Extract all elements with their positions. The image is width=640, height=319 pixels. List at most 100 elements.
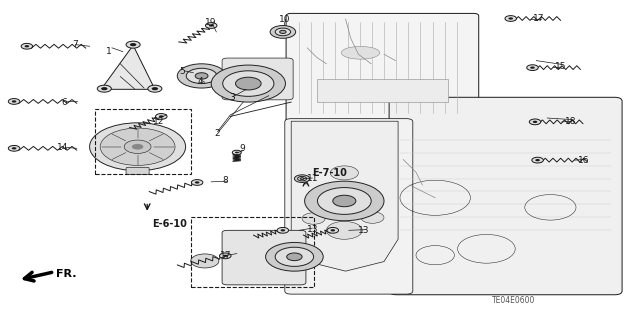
- Circle shape: [327, 227, 339, 233]
- Text: 7: 7: [73, 40, 78, 49]
- Text: 1: 1: [106, 47, 111, 56]
- Circle shape: [209, 24, 214, 27]
- Circle shape: [124, 140, 151, 153]
- Text: 17: 17: [220, 251, 231, 260]
- Circle shape: [326, 221, 362, 239]
- Text: 13: 13: [358, 226, 369, 235]
- Text: 12: 12: [153, 117, 164, 126]
- Circle shape: [195, 73, 208, 79]
- FancyBboxPatch shape: [287, 180, 360, 209]
- Bar: [95, 109, 191, 174]
- Circle shape: [333, 195, 356, 207]
- Circle shape: [532, 121, 538, 123]
- Circle shape: [223, 255, 228, 257]
- Circle shape: [191, 254, 219, 268]
- Circle shape: [211, 65, 285, 102]
- Circle shape: [280, 30, 286, 33]
- Text: 14: 14: [57, 143, 68, 152]
- Circle shape: [130, 43, 136, 46]
- Circle shape: [330, 229, 335, 232]
- Text: 3: 3: [229, 93, 234, 102]
- Text: 18: 18: [565, 117, 577, 126]
- FancyBboxPatch shape: [126, 167, 149, 174]
- Bar: [191, 217, 314, 287]
- Circle shape: [223, 71, 274, 96]
- Polygon shape: [291, 121, 398, 271]
- Circle shape: [24, 45, 29, 48]
- FancyBboxPatch shape: [222, 230, 306, 285]
- Circle shape: [527, 65, 538, 70]
- Circle shape: [12, 100, 17, 103]
- Text: 6: 6: [61, 98, 67, 107]
- Circle shape: [266, 242, 323, 271]
- Text: FR.: FR.: [56, 269, 77, 279]
- Circle shape: [8, 145, 20, 151]
- Circle shape: [236, 77, 261, 90]
- Circle shape: [529, 119, 541, 125]
- Circle shape: [132, 144, 143, 150]
- Text: 16: 16: [578, 156, 589, 165]
- Text: 17: 17: [533, 14, 545, 23]
- Circle shape: [177, 64, 226, 88]
- Text: 15: 15: [555, 63, 566, 71]
- Text: 8: 8: [223, 176, 228, 185]
- Circle shape: [277, 227, 289, 233]
- Circle shape: [270, 26, 296, 38]
- Circle shape: [21, 43, 33, 49]
- Circle shape: [535, 159, 540, 161]
- FancyBboxPatch shape: [287, 153, 364, 183]
- Circle shape: [191, 180, 203, 185]
- Circle shape: [152, 87, 158, 90]
- Text: TE04E0600: TE04E0600: [492, 296, 535, 305]
- Circle shape: [195, 181, 200, 184]
- Text: E-7-10: E-7-10: [312, 168, 347, 178]
- Circle shape: [101, 87, 108, 90]
- Circle shape: [275, 247, 314, 266]
- Bar: [317, 79, 448, 102]
- FancyBboxPatch shape: [285, 119, 413, 294]
- Text: 2: 2: [215, 130, 220, 138]
- FancyBboxPatch shape: [286, 13, 479, 124]
- Circle shape: [287, 253, 302, 261]
- Circle shape: [232, 150, 241, 155]
- Text: 19: 19: [205, 18, 217, 27]
- Text: 9: 9: [239, 144, 244, 153]
- Circle shape: [90, 123, 186, 171]
- Circle shape: [205, 23, 217, 28]
- Circle shape: [530, 66, 535, 69]
- Circle shape: [302, 213, 325, 224]
- Circle shape: [300, 178, 304, 180]
- Text: 13: 13: [307, 225, 318, 234]
- Circle shape: [235, 152, 239, 153]
- Circle shape: [97, 85, 111, 92]
- Circle shape: [505, 16, 516, 21]
- Circle shape: [532, 157, 543, 163]
- Text: 5: 5: [180, 67, 185, 76]
- Circle shape: [126, 41, 140, 48]
- Text: 4: 4: [198, 77, 203, 86]
- Ellipse shape: [341, 46, 380, 59]
- Circle shape: [317, 188, 371, 214]
- Circle shape: [186, 68, 217, 84]
- Circle shape: [220, 253, 231, 259]
- Circle shape: [156, 114, 167, 119]
- Polygon shape: [101, 45, 155, 89]
- Text: E-6-10: E-6-10: [152, 219, 187, 229]
- Circle shape: [361, 212, 384, 223]
- FancyBboxPatch shape: [287, 123, 364, 156]
- Circle shape: [8, 99, 20, 104]
- Circle shape: [148, 85, 162, 92]
- Circle shape: [298, 176, 307, 181]
- Circle shape: [294, 175, 310, 182]
- FancyBboxPatch shape: [389, 97, 622, 295]
- Circle shape: [508, 17, 513, 20]
- Text: 10: 10: [279, 15, 291, 24]
- Circle shape: [100, 128, 175, 165]
- Circle shape: [280, 229, 285, 232]
- Text: 11: 11: [307, 174, 318, 183]
- FancyBboxPatch shape: [289, 205, 360, 232]
- FancyBboxPatch shape: [222, 58, 293, 100]
- Circle shape: [275, 28, 291, 36]
- Circle shape: [159, 115, 164, 118]
- Circle shape: [12, 147, 17, 150]
